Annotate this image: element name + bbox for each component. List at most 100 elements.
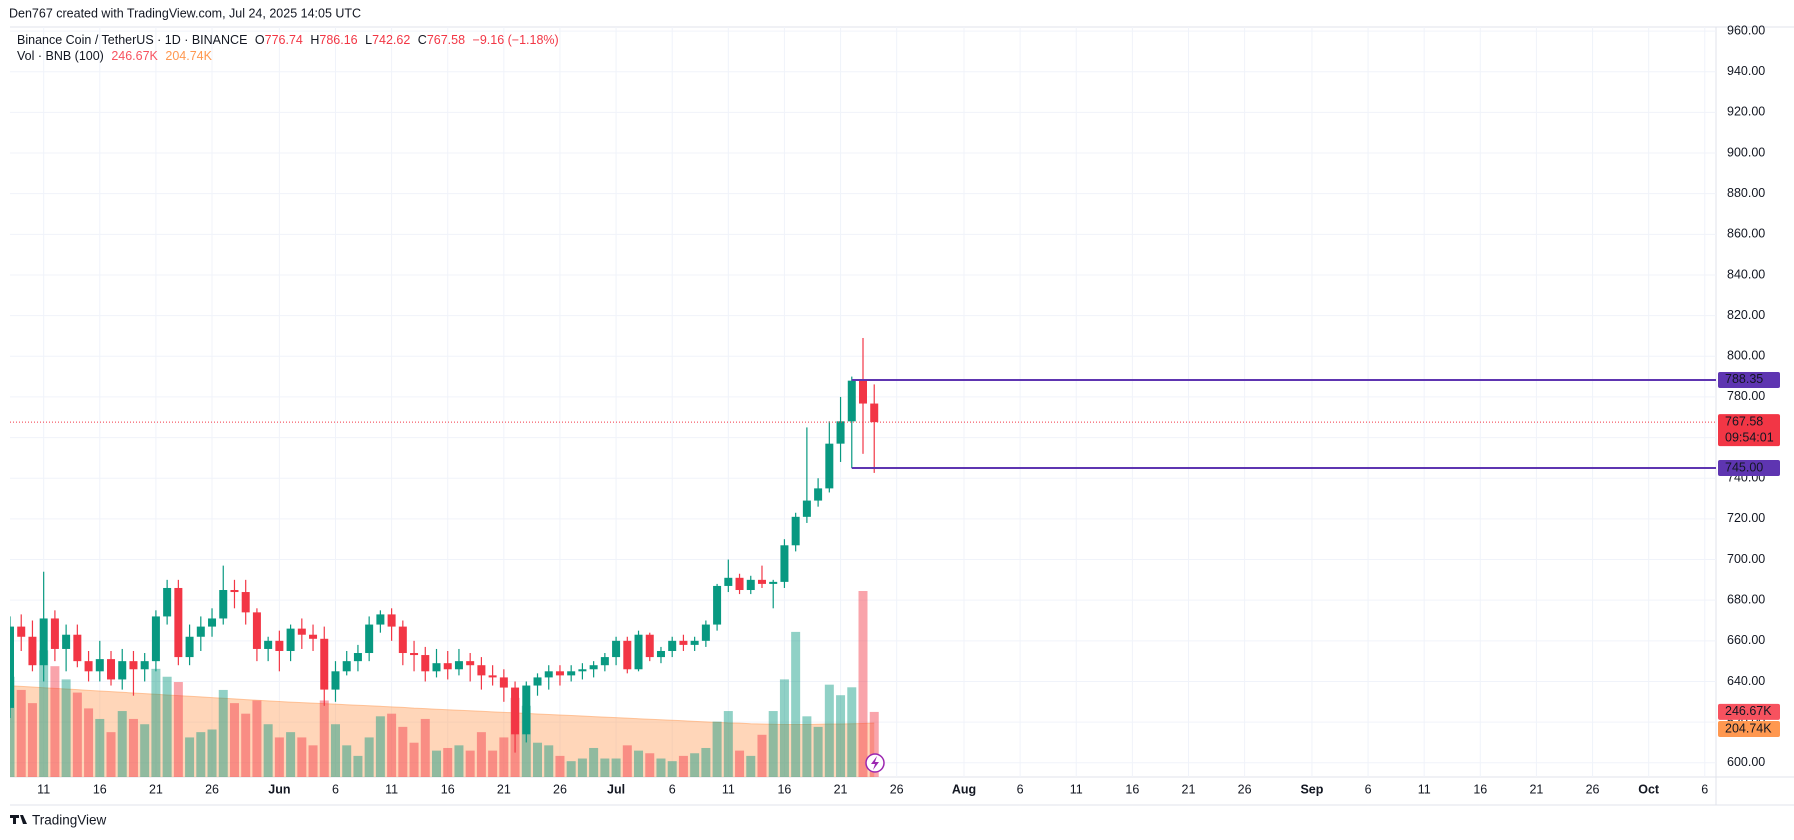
- candle-body: [600, 657, 609, 666]
- y-tick-label: 720.00: [1727, 511, 1765, 525]
- x-tick-label: 26: [890, 782, 904, 796]
- volume-bar: [768, 711, 778, 777]
- volume-bar: [274, 737, 284, 777]
- volume-bar: [308, 745, 318, 777]
- candle-body: [477, 665, 486, 676]
- candle-body: [17, 626, 26, 637]
- y-tick-label: 660.00: [1727, 633, 1765, 647]
- volume-name: Vol · BNB (100): [17, 49, 104, 63]
- ohlc-letter: H: [310, 33, 319, 47]
- candle-body: [376, 614, 385, 625]
- candle-body: [353, 653, 362, 662]
- candle-body: [825, 443, 834, 489]
- volume-bar: [420, 718, 430, 777]
- replay-icon[interactable]: [865, 753, 885, 773]
- volume-bar: [387, 713, 397, 777]
- volume-bar: [140, 724, 150, 777]
- volume-bar: [544, 745, 554, 777]
- ohlc-value: 786.16: [319, 33, 357, 47]
- candle-body: [757, 579, 766, 584]
- x-tick-label: 26: [553, 782, 567, 796]
- ohlc-letter: L: [365, 33, 372, 47]
- legend-volume: Vol · BNB (100) 246.67K 204.74K: [17, 49, 213, 63]
- candle-body: [432, 663, 441, 672]
- volume-bar: [342, 745, 352, 777]
- volume-bar: [72, 692, 82, 777]
- volume-bar: [128, 718, 138, 777]
- candle-body: [95, 659, 104, 672]
- x-tick-label: 21: [149, 782, 163, 796]
- candle-body: [533, 677, 542, 686]
- volume-bar: [824, 684, 834, 777]
- x-tick-label: Jul: [607, 782, 625, 796]
- volume-bar: [622, 745, 632, 777]
- last-price-label: 767.58: [1725, 414, 1763, 428]
- volume-bar: [432, 750, 441, 777]
- level-badge: [1718, 460, 1780, 477]
- x-tick-label: 16: [93, 782, 107, 796]
- volume-bar: [398, 726, 408, 777]
- volume-bar: [779, 679, 789, 777]
- y-tick-label: 680.00: [1727, 592, 1765, 606]
- volume-bar: [566, 761, 576, 777]
- volume-bar: [330, 724, 340, 777]
- volume-bar: [858, 591, 868, 777]
- candle-body: [713, 585, 722, 625]
- volume-bar: [499, 737, 509, 777]
- candle-body: [780, 545, 789, 582]
- candle-body: [264, 640, 273, 649]
- y-tick-label: 900.00: [1727, 145, 1765, 159]
- candle-body: [151, 616, 160, 662]
- y-tick-label: 600.00: [1727, 755, 1765, 769]
- volume-bar: [16, 689, 26, 777]
- candle-body: [836, 421, 845, 444]
- last-price-badge: [1718, 414, 1780, 447]
- volume-ma-badge-label: 204.74K: [1725, 721, 1772, 735]
- candle-body: [230, 590, 239, 593]
- volume-bar: [353, 755, 363, 777]
- candle-body: [163, 587, 172, 617]
- candle-body: [443, 663, 452, 670]
- ohlc-letter: C: [418, 33, 427, 47]
- volume-bar: [375, 716, 385, 777]
- volume-ma-area: [10, 685, 875, 777]
- x-tick-label: 16: [441, 782, 455, 796]
- volume-bar: [117, 711, 127, 777]
- plot: [10, 337, 1716, 777]
- x-tick-label: 16: [1473, 782, 1487, 796]
- candle-body: [241, 592, 250, 613]
- y-tick-label: 860.00: [1727, 227, 1765, 241]
- candle-body: [466, 661, 475, 666]
- candle-body: [656, 650, 665, 658]
- volume-bar: [229, 703, 239, 777]
- x-tick-label: 16: [1125, 782, 1139, 796]
- candle-body: [555, 671, 564, 676]
- volume-bar: [723, 711, 733, 777]
- volume-bar: [667, 761, 677, 777]
- x-tick-label: 26: [205, 782, 219, 796]
- volume-bar: [95, 718, 105, 777]
- y-tick-label: 640.00: [1727, 674, 1765, 688]
- candle-body: [679, 640, 688, 645]
- candle-body: [297, 628, 306, 635]
- volume-bar: [533, 742, 543, 777]
- x-tick-label: Sep: [1300, 782, 1323, 796]
- volume-bar: [634, 750, 644, 777]
- y-tick-label: 840.00: [1727, 267, 1765, 281]
- candle-body: [511, 687, 520, 735]
- volume-ma-badge: [1718, 720, 1780, 737]
- x-tick-label: 21: [1182, 782, 1196, 796]
- volume-bar: [555, 755, 565, 777]
- volume-value: 246.67K: [111, 49, 158, 63]
- y-tick-label: 800.00: [1727, 349, 1765, 363]
- candle-body: [252, 612, 261, 649]
- x-tick-label: 11: [722, 782, 735, 796]
- volume-bar: [252, 700, 262, 777]
- volume-bar: [218, 689, 228, 777]
- candle-body: [208, 618, 217, 627]
- candle-body: [623, 640, 632, 670]
- x-tick-label: 26: [1238, 782, 1252, 796]
- x-tick-label: 11: [1070, 782, 1083, 796]
- volume-bar: [263, 724, 273, 777]
- volume-bar: [656, 758, 666, 777]
